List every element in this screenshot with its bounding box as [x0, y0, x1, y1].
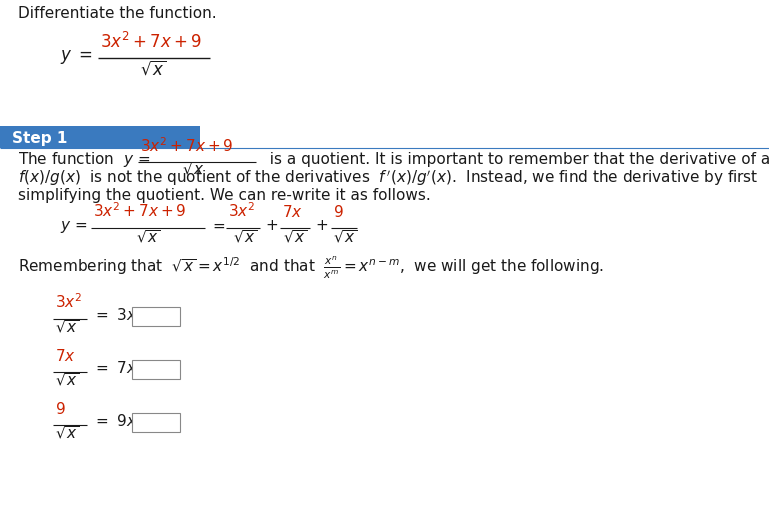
- Text: $\sqrt{x}$: $\sqrt{x}$: [333, 228, 358, 245]
- Bar: [0, 126, 200, 148]
- Text: $+$: $+$: [265, 218, 278, 233]
- Text: $\sqrt{x}$: $\sqrt{x}$: [136, 228, 161, 245]
- Text: $\sqrt{x}$: $\sqrt{x}$: [55, 424, 79, 441]
- Text: $9$: $9$: [333, 204, 344, 220]
- Text: $\sqrt{x}$: $\sqrt{x}$: [283, 228, 308, 245]
- Text: $3x^2 + 7x + 9$: $3x^2 + 7x + 9$: [93, 201, 187, 220]
- Bar: [132, 413, 180, 432]
- Text: $3x^2$: $3x^2$: [55, 292, 82, 311]
- Text: $f(x)/g(x)$  is not the quotient of the derivatives  $f\,'(x)/g'(x)$.  Instead, : $f(x)/g(x)$ is not the quotient of the d…: [18, 169, 758, 188]
- Text: $7x$: $7x$: [55, 348, 76, 364]
- Text: $= \ 7x$: $= \ 7x$: [93, 360, 138, 376]
- Text: is a quotient. It is important to remember that the derivative of a quotient: is a quotient. It is important to rememb…: [260, 152, 769, 167]
- Text: $9$: $9$: [55, 401, 65, 417]
- Text: Differentiate the function.: Differentiate the function.: [18, 6, 217, 21]
- Text: $y$ =: $y$ =: [60, 219, 88, 235]
- Text: $7x$: $7x$: [282, 204, 303, 220]
- Text: $= \ 9x$: $= \ 9x$: [93, 413, 138, 429]
- Bar: [132, 360, 180, 379]
- Text: $\sqrt{x}$: $\sqrt{x}$: [140, 61, 167, 79]
- Text: The function  $y$ =: The function $y$ =: [18, 150, 150, 169]
- Text: $y\ =$: $y\ =$: [60, 48, 93, 66]
- Text: $= \ 3x$: $= \ 3x$: [93, 307, 138, 323]
- Text: $3x^2 + 7x + 9$: $3x^2 + 7x + 9$: [100, 32, 201, 52]
- Text: $\sqrt{x}$: $\sqrt{x}$: [55, 371, 79, 388]
- Text: simplifying the quotient. We can re-write it as follows.: simplifying the quotient. We can re-writ…: [18, 188, 431, 203]
- Text: $=$: $=$: [210, 218, 226, 233]
- Text: $\sqrt{x}$: $\sqrt{x}$: [182, 160, 207, 177]
- Text: $\sqrt{x}$: $\sqrt{x}$: [233, 228, 258, 245]
- Text: $+$: $+$: [315, 218, 328, 233]
- Text: $3x^2 + 7x + 9$: $3x^2 + 7x + 9$: [140, 136, 234, 155]
- Text: $\sqrt{x}$: $\sqrt{x}$: [55, 318, 79, 335]
- Text: Step 1: Step 1: [12, 131, 68, 146]
- Text: $3x^2$: $3x^2$: [228, 201, 255, 220]
- Text: Remembering that  $\sqrt{x} = x^{1/2}$  and that  $\frac{x^n}{x^m} = x^{n-m}$,  : Remembering that $\sqrt{x} = x^{1/2}$ an…: [18, 254, 604, 281]
- Bar: [132, 307, 180, 326]
